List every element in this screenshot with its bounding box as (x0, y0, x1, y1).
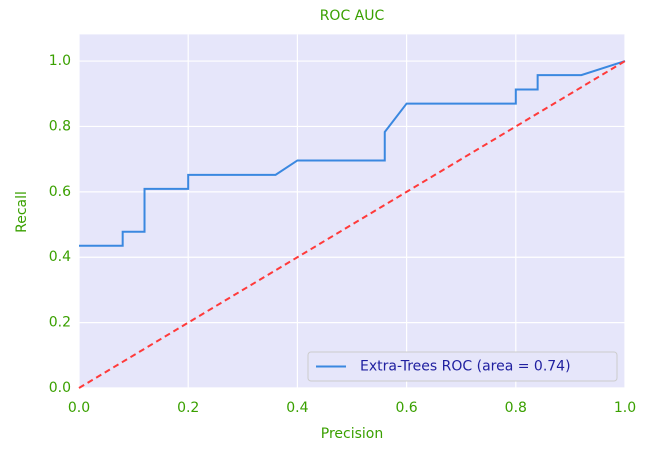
x-tick-label: 0.0 (68, 400, 90, 416)
legend (307, 351, 618, 382)
y-tick-label: 0.6 (49, 184, 71, 200)
chart-title: ROC AUC (320, 8, 385, 24)
legend-label: Extra-Trees ROC (area = 0.74) (360, 359, 571, 375)
x-tick-label: 0.2 (177, 400, 199, 416)
y-tick-label: 0.0 (49, 380, 71, 396)
line (79, 60, 626, 247)
x-tick-label: 0.8 (505, 400, 527, 416)
y-tick-label: 0.2 (49, 315, 71, 331)
y-axis-label: Recall (14, 191, 30, 233)
x-tick-label: 1.0 (614, 400, 636, 416)
line (78, 60, 626, 389)
plot-area (79, 34, 625, 389)
x-tick-label: 0.4 (286, 400, 308, 416)
x-axis-label: Precision (321, 426, 383, 442)
y-tick-label: 0.4 (49, 249, 71, 265)
x-tick-label: 0.6 (395, 400, 417, 416)
y-tick-label: 0.8 (49, 118, 71, 134)
y-tick-label: 1.0 (49, 53, 71, 69)
